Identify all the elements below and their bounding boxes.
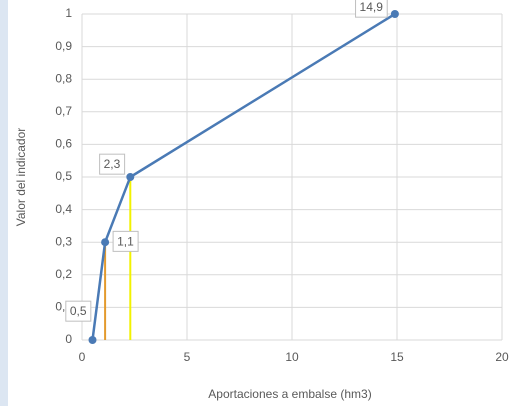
x-tick-label: 5 [184, 350, 191, 364]
y-tick-label: 0,4 [55, 202, 72, 216]
y-tick-label: 0,8 [55, 71, 72, 85]
y-tick-label: 0,9 [55, 39, 72, 53]
x-tick-label: 15 [390, 350, 404, 364]
label-box [355, 0, 388, 18]
y-tick-label: 0,2 [55, 267, 72, 281]
data-label: 14,9 [360, 0, 384, 14]
y-tick-label: 0,6 [55, 137, 72, 151]
side-strip [0, 0, 8, 406]
y-tick-label: 0,7 [55, 104, 72, 118]
x-tick-label: 10 [285, 350, 299, 364]
label-box [65, 300, 92, 322]
y-axis-label: Valor del indicador [14, 128, 28, 227]
y-tick-label: 1 [65, 6, 72, 20]
label-box [99, 153, 126, 175]
y-tick-label: 0,5 [55, 169, 72, 183]
x-tick-label: 20 [495, 350, 509, 364]
point [390, 10, 399, 18]
series-line [91, 12, 396, 341]
data-label: 2,3 [104, 157, 121, 171]
y-tick-label: 0,3 [55, 234, 72, 248]
point [126, 173, 135, 181]
data-label: 1,1 [117, 234, 134, 248]
point [101, 238, 110, 247]
x-axis-label: Aportaciones a embalse (hm3) [208, 387, 371, 401]
point [88, 336, 97, 344]
x-tick-label: 0 [79, 350, 86, 364]
data-label: 0,5 [70, 304, 87, 318]
label-box [112, 230, 139, 252]
y-tick-label: 0 [65, 332, 72, 346]
